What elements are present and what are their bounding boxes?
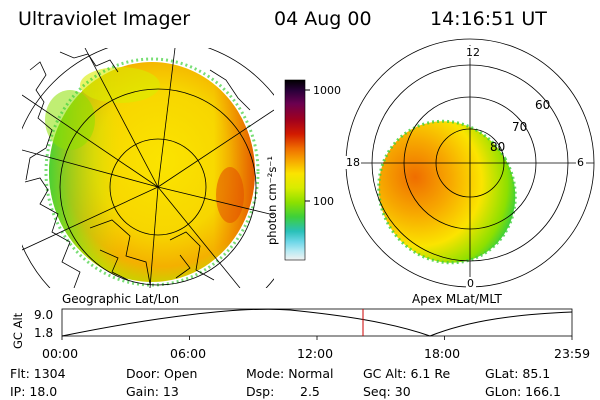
glon-value: GLon: 166.1 [485,384,561,399]
magnetic-image [345,38,595,288]
flight-number: Flt: 1304 [10,366,66,381]
image-time: 14:16:51 UT [430,8,547,30]
time-tick-0000: 00:00 [42,346,78,361]
geographic-caption: Geographic Lat/Lon [62,292,179,306]
colorbar-unit-label: photon cm⁻²s⁻¹ [265,156,279,245]
magnetic-caption: Apex MLat/MLT [412,292,502,306]
gain-value: Gain: 13 [126,384,179,399]
mlt-18-label: 18 [346,156,360,169]
time-tick-0600: 06:00 [170,346,206,361]
colorbar-label-100: 100 [313,195,334,208]
gc-alt-ymin: 1.8 [34,326,53,340]
time-tick-1800: 18:00 [424,346,460,361]
sequence-value: Seq: 30 [363,384,411,399]
time-tick-1200: 12:00 [297,346,333,361]
mlat-70-label: 70 [512,120,527,134]
door-status: Door: Open [126,366,198,381]
glat-value: GLat: 85.1 [485,366,551,381]
mlat-80-label: 80 [490,140,505,154]
image-date: 04 Aug 00 [274,8,372,30]
instrument-title: Ultraviolet Imager [18,8,191,30]
gc-alt-ymax: 9.0 [34,308,53,322]
ip-value: IP: 18.0 [10,384,58,399]
mlt-6-label: 6 [577,156,584,169]
dsp-label: Dsp: [246,384,275,399]
geographic-image [22,48,274,288]
colorbar [284,79,306,261]
colorbar-label-1000: 1000 [313,84,341,97]
gc-alt-axis-label: GC Alt [11,312,25,349]
dsp-value: 2.5 [300,384,320,399]
mlat-60-label: 60 [535,98,550,112]
gc-alt-plot [61,308,573,340]
mlt-12-label: 12 [466,46,480,59]
time-tick-2359: 23:59 [554,346,590,361]
mode-value: Mode: Normal [246,366,334,381]
mlt-0-label: 0 [467,277,474,290]
gc-alt-value: GC Alt: 6.1 Re [363,366,451,381]
